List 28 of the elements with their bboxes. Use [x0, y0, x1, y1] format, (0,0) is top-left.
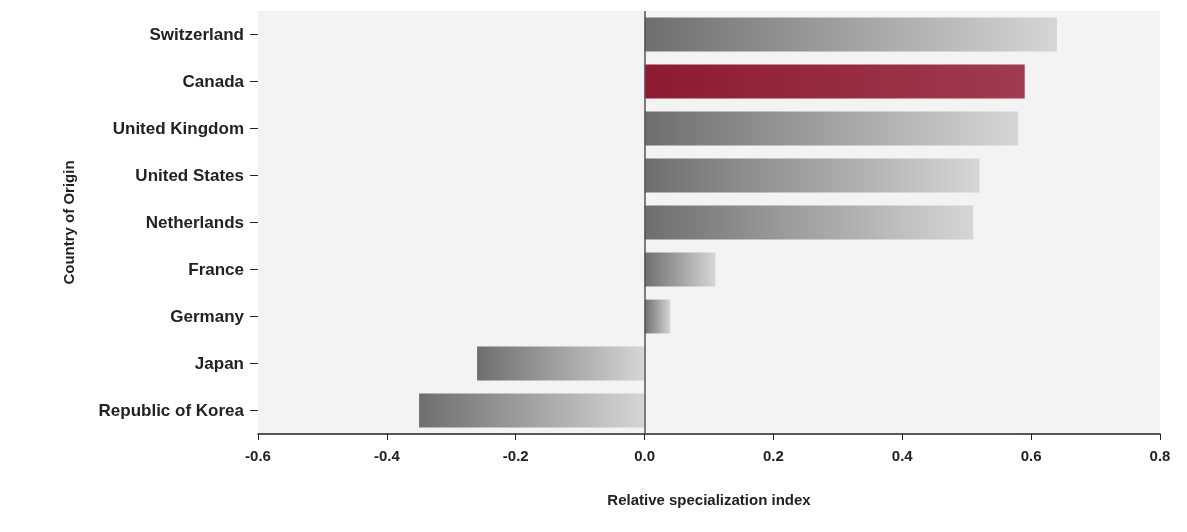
bar — [419, 393, 645, 428]
y-axis-title: Country of Origin — [60, 160, 77, 285]
x-tick-label: 0.4 — [891, 447, 914, 464]
y-tick-label: Japan — [194, 354, 244, 373]
y-tick-label: Republic of Korea — [98, 401, 245, 420]
y-tick-label: France — [188, 260, 244, 279]
y-tick-label: Netherlands — [145, 213, 244, 232]
x-tick-label: 0.6 — [1020, 447, 1042, 464]
x-tick-label: -0.6 — [245, 447, 271, 464]
x-tick-label: -0.2 — [502, 447, 529, 464]
y-tick-label: Canada — [182, 72, 245, 91]
x-tick-label: -0.4 — [373, 447, 401, 464]
y-tick-label: United States — [135, 166, 244, 185]
bar — [644, 158, 980, 193]
y-tick-label: Germany — [170, 307, 245, 326]
bar — [644, 17, 1057, 52]
bar — [477, 346, 645, 381]
bar — [644, 205, 974, 240]
y-tick-label: Switzerland — [149, 25, 244, 44]
bar — [644, 111, 1019, 146]
bar — [644, 299, 671, 334]
bar — [644, 64, 1025, 99]
x-axis-title: Relative specialization index — [607, 491, 812, 508]
bar — [644, 252, 716, 287]
y-tick-label: United Kingdom — [112, 119, 244, 138]
x-tick-label: 0.8 — [1149, 447, 1171, 464]
x-tick-label: 0.0 — [634, 447, 655, 464]
x-tick-label: 0.2 — [763, 447, 784, 464]
